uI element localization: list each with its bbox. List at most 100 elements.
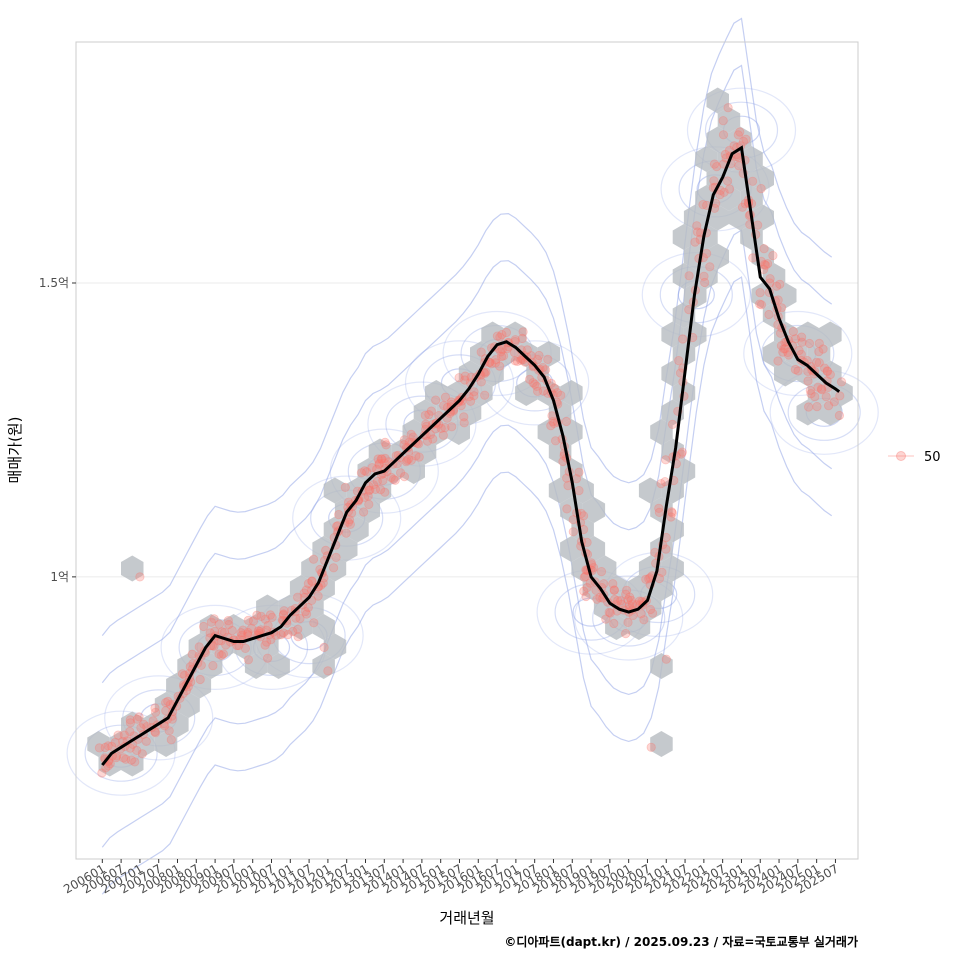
scatter-point [141, 736, 151, 747]
scatter-point [118, 753, 129, 763]
hex-bin [121, 555, 144, 582]
hex-bin [796, 399, 819, 426]
scatter-point [438, 430, 448, 440]
scatter-point [260, 640, 270, 650]
hex-bin [357, 497, 380, 523]
scatter-point [626, 595, 636, 606]
scatter-point [814, 347, 824, 357]
hex-bin [334, 536, 358, 562]
scatter-point [248, 616, 258, 626]
hex-bin [582, 536, 606, 562]
hex-bin [447, 419, 470, 445]
hex-bin [762, 341, 786, 367]
scatter-point [363, 491, 373, 501]
scatter-point [125, 718, 135, 728]
scatter-point [524, 374, 535, 384]
scatter-point [276, 630, 286, 640]
scatter-point [221, 640, 231, 650]
scatter-point [340, 482, 350, 492]
scatter-point [644, 574, 654, 584]
scatter-point [111, 752, 121, 763]
hex-bin [695, 224, 718, 250]
hex-bin [481, 321, 504, 348]
scatter-point [334, 509, 344, 520]
scatter-point [252, 610, 262, 620]
scatter-point [561, 416, 572, 427]
scatter-point [790, 334, 801, 344]
scatter-point [756, 184, 766, 194]
scatter-point [836, 377, 847, 387]
scatter-point [227, 625, 237, 636]
scatter-point [436, 423, 446, 433]
scatter-point [125, 743, 135, 753]
scatter-point [568, 527, 578, 537]
y-tick-label: 1.5억 [39, 276, 69, 290]
scatter-point [359, 492, 370, 502]
hex-bin [605, 575, 628, 601]
scatter-point [469, 391, 479, 401]
scatter-point [613, 595, 623, 606]
scatter-point [835, 391, 845, 401]
y-axis-title: 매매가(원) [6, 417, 24, 484]
scatter-point [265, 610, 275, 620]
scatter-point [522, 345, 532, 355]
scatter-point [562, 504, 572, 514]
scatter-point [356, 468, 366, 478]
scatter-point [431, 395, 441, 405]
x-axis-title: 거래년월 [439, 909, 494, 927]
scatter-point [291, 613, 301, 623]
scatter-point [737, 202, 748, 212]
scatter-point [372, 476, 382, 487]
scatter-point [425, 429, 435, 440]
scatter-point [578, 511, 589, 521]
scatter-point [780, 344, 790, 354]
scatter-point [666, 512, 676, 522]
scatter-point [810, 392, 820, 402]
scatter-point [822, 366, 833, 377]
scatter-point [214, 619, 224, 629]
scatter-point [411, 451, 421, 461]
scatter-point [779, 344, 789, 354]
scatter-point [609, 585, 619, 595]
scatter-point [764, 309, 774, 320]
hex-bin [537, 341, 561, 367]
scatter-point [604, 607, 614, 617]
scatter-point [773, 356, 783, 366]
scatter-point [621, 589, 631, 599]
scatter-point [262, 653, 273, 663]
scatter-point [624, 600, 635, 611]
hex-bin [661, 516, 684, 543]
scatter-point [538, 386, 549, 396]
hex-bin [627, 614, 651, 640]
hex-bin [819, 399, 842, 426]
scatter-point [814, 358, 824, 368]
scatter-point [621, 628, 631, 639]
hex-bin [177, 653, 200, 679]
scatter-point [510, 335, 520, 345]
scatter-point [623, 617, 633, 628]
scatter-point [790, 364, 801, 375]
scatter-point [516, 355, 526, 365]
hex-bin [627, 575, 651, 601]
scatter-point [164, 726, 174, 736]
hex-bin [807, 341, 831, 367]
hex-bin [661, 321, 684, 348]
scatter-point [386, 472, 396, 482]
scatter-point [406, 429, 416, 439]
scatter-point [582, 582, 592, 593]
scatter-point [759, 244, 769, 254]
scatter-point [496, 347, 506, 357]
scatter-point [550, 436, 561, 446]
scatter-point [599, 579, 609, 589]
hex-bin [402, 458, 425, 484]
scatter-point [367, 463, 377, 473]
legend: 50 [888, 450, 941, 465]
scatter-point [492, 331, 502, 341]
hex-bin [751, 204, 774, 231]
scatter-point [497, 344, 507, 354]
scatter-point [823, 401, 834, 411]
hex-bin [256, 633, 279, 660]
hex-bin [774, 360, 797, 387]
hex-bin [560, 536, 583, 562]
